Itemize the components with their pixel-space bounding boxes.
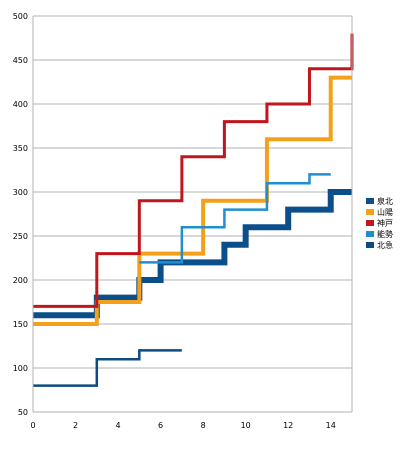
x-tick-label: 10 xyxy=(241,421,251,430)
legend-label-1: 泉北 xyxy=(377,196,393,206)
legend-label-5: 北急 xyxy=(377,240,393,250)
legend-swatch-4 xyxy=(366,231,374,237)
series-line-3 xyxy=(33,33,354,308)
series-line-5 xyxy=(33,349,182,387)
legend-swatch-1 xyxy=(366,198,374,204)
y-tick-label: 150 xyxy=(13,320,28,329)
x-tick-label: 0 xyxy=(30,421,35,430)
x-tick-label: 12 xyxy=(283,421,293,430)
y-tick-label: 500 xyxy=(13,12,28,21)
y-tick-label: 50 xyxy=(18,408,28,417)
legend-swatch-2 xyxy=(366,209,374,215)
grid-layer xyxy=(33,15,352,413)
series-layer xyxy=(33,33,354,387)
y-tick-label: 200 xyxy=(13,276,28,285)
legend-label-4: 能勢 xyxy=(377,229,393,239)
x-tick-label: 14 xyxy=(326,421,336,430)
y-tick-label: 100 xyxy=(13,364,28,373)
legend-swatch-3 xyxy=(366,220,374,226)
legend-swatch-5 xyxy=(366,242,374,248)
y-tick-label: 250 xyxy=(13,232,28,241)
series-line-4 xyxy=(139,173,331,264)
x-tick-label: 6 xyxy=(158,421,163,430)
y-tick-label: 300 xyxy=(13,188,28,197)
series-line-1 xyxy=(33,189,352,319)
legend-label-2: 山陽 xyxy=(377,207,393,217)
y-tick-label: 400 xyxy=(13,100,28,109)
y-tick-label: 350 xyxy=(13,144,28,153)
x-tick-label: 4 xyxy=(116,421,121,430)
legend-label-3: 神戸 xyxy=(377,218,393,228)
y-tick-label: 450 xyxy=(13,56,28,65)
x-tick-label: 2 xyxy=(73,421,78,430)
series-line-2 xyxy=(33,75,352,326)
x-tick-label: 8 xyxy=(201,421,206,430)
axis-layer: 50 100 150 200 250 300 350 400 450 500 0 2 4 6 8 10 12 14 xyxy=(13,12,353,430)
